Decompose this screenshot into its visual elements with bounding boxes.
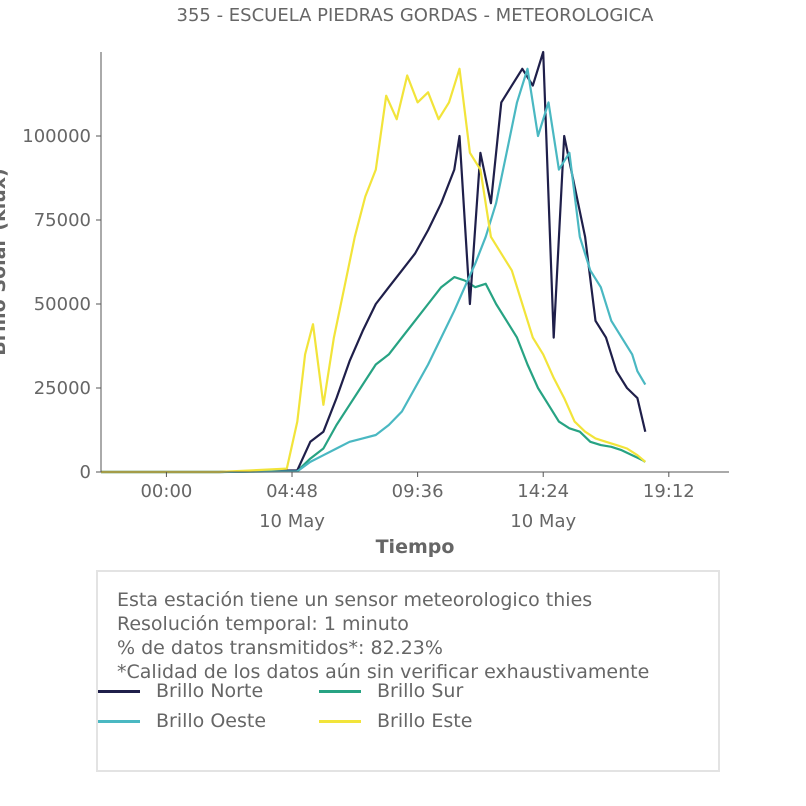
- x-tick-date-label: 10 May: [510, 511, 576, 532]
- x-tick-date-label: 10 May: [259, 511, 325, 532]
- chart: 355 - ESCUELA PIEDRAS GORDAS - METEOROLO…: [0, 5, 729, 558]
- y-tick-label: 0: [80, 462, 91, 483]
- info-station-sensor: Esta estación tiene un sensor meteorolog…: [117, 589, 593, 611]
- y-tick-label: 75000: [34, 210, 91, 231]
- series-line-brillo-este: [101, 67, 647, 474]
- info-quality-note: *Calidad de los datos aún sin verificar …: [117, 661, 650, 683]
- y-axis-label: Brillo Solar (klux): [0, 168, 10, 355]
- info-box: [96, 570, 720, 772]
- x-tick-label: 00:00: [140, 481, 192, 502]
- y-tick-label: 50000: [34, 294, 91, 315]
- legend-swatch-sur: [319, 690, 361, 693]
- x-axis-label: Tiempo: [376, 536, 455, 558]
- legend-label-oeste: Brillo Oeste: [156, 710, 267, 732]
- x-tick-label: 09:36: [392, 481, 444, 502]
- legend-label-este: Brillo Este: [377, 710, 473, 732]
- series-line-brillo-sur: [101, 276, 646, 474]
- legend-swatch-norte: [98, 690, 140, 693]
- info-resolution: Resolución temporal: 1 minuto: [117, 613, 409, 635]
- x-tick-label: 14:24: [517, 481, 569, 502]
- y-tick-label: 100000: [22, 126, 91, 147]
- series-layer: [101, 50, 647, 474]
- series-line-brillo-norte: [101, 50, 647, 474]
- info-transmitted: % de datos transmitidos*: 82.23%: [117, 637, 443, 659]
- x-tick-label: 19:12: [643, 481, 695, 502]
- series-line-brillo-oeste: [101, 67, 647, 474]
- y-tick-label: 25000: [34, 378, 91, 399]
- legend-label-norte: Brillo Norte: [156, 680, 264, 702]
- legend-swatch-este: [319, 720, 361, 723]
- x-tick-label: 04:48: [266, 481, 318, 502]
- legend-swatch-oeste: [98, 720, 140, 723]
- tick-layer: 0 25000 50000 75000 100000 00:00 04:48 10 May 09…: [22, 126, 694, 532]
- chart-title: 355 - ESCUELA PIEDRAS GORDAS - METEOROLO…: [177, 5, 655, 26]
- axes-layer: [100, 52, 729, 473]
- legend-label-sur: Brillo Sur: [377, 680, 464, 702]
